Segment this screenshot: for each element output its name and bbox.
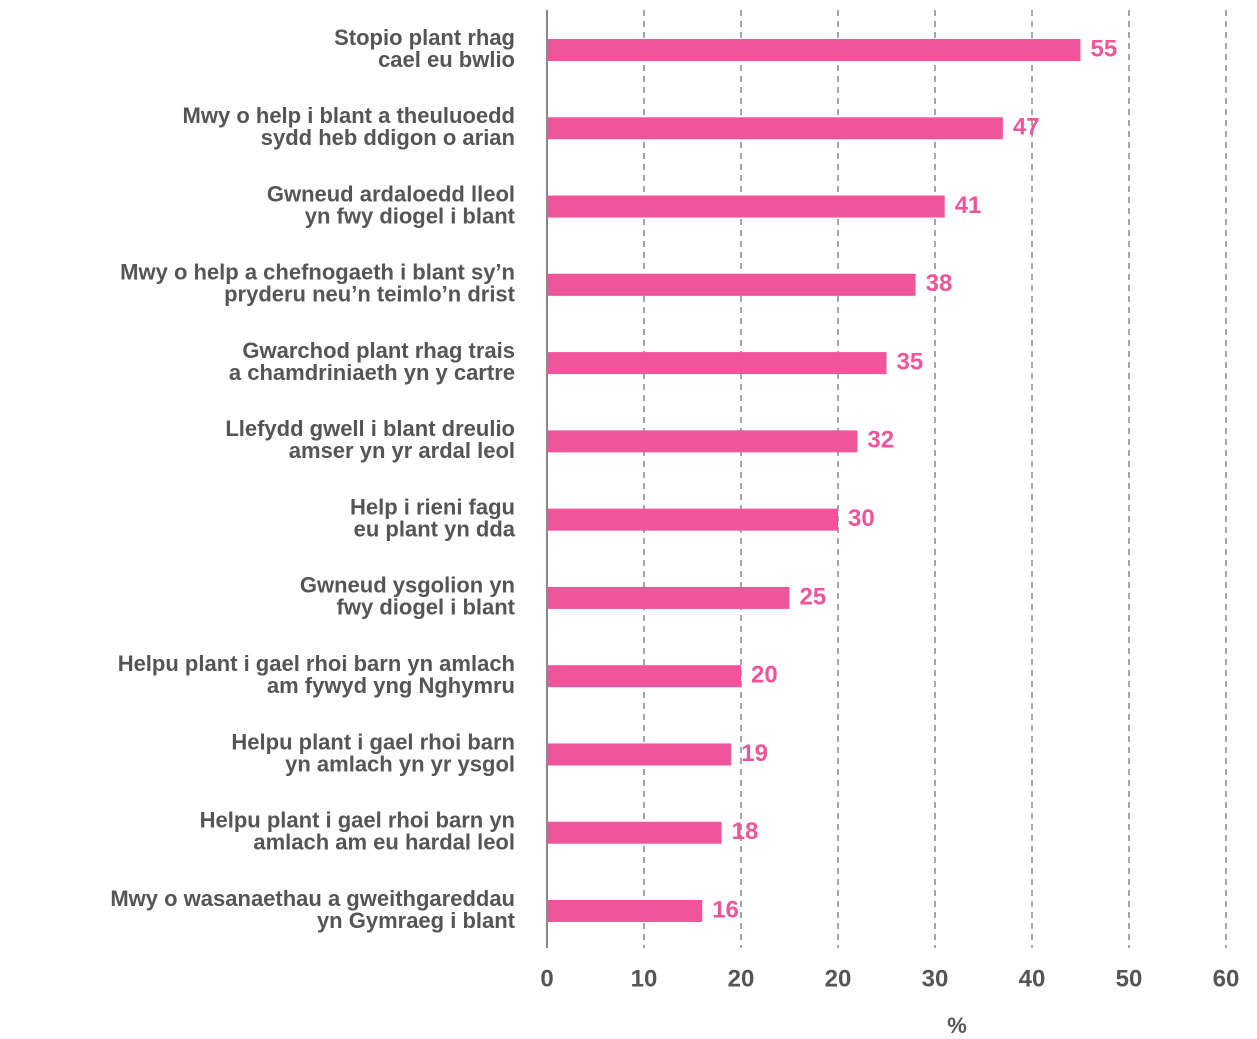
bar	[547, 508, 838, 531]
data-label: 20	[751, 662, 778, 689]
x-tick-label: 40	[1019, 965, 1046, 992]
category-label: Stopio plant rhag	[334, 25, 515, 50]
data-label: 32	[867, 427, 894, 454]
bar	[547, 195, 945, 218]
bar	[547, 352, 887, 375]
category-label: yn Gymraeg i blant	[317, 908, 516, 933]
data-label: 38	[926, 270, 953, 297]
category-label: Llefydd gwell i blant dreulio	[225, 416, 515, 441]
bar	[547, 39, 1081, 61]
bar	[547, 430, 858, 453]
x-axis-label: %	[947, 1013, 967, 1038]
category-label: Mwy o help i blant a theuluoedd	[183, 103, 515, 128]
category-label: Mwy o help a chefnogaeth i blant sy’n	[120, 260, 515, 285]
bar	[547, 586, 790, 609]
category-label: a chamdriniaeth yn y cartre	[229, 360, 515, 385]
data-label: 35	[897, 348, 924, 375]
x-tick-label: 30	[922, 965, 949, 992]
category-label: Gwarchod plant rhag trais	[242, 338, 515, 363]
category-label: yn fwy diogel i blant	[305, 203, 516, 228]
data-label: 25	[800, 583, 827, 610]
category-label: Gwneud ysgolion yn	[300, 573, 515, 598]
bar	[547, 117, 1003, 140]
bar	[547, 900, 703, 922]
bar	[547, 273, 916, 296]
category-label: amser yn yr ardal leol	[289, 438, 515, 463]
category-label: Gwneud ardaloedd lleol	[267, 181, 515, 206]
x-tick-label: 20	[728, 965, 755, 992]
category-label: eu plant yn dda	[354, 516, 516, 541]
category-label: Helpu plant i gael rhoi barn yn amlach	[118, 651, 515, 676]
data-label: 16	[712, 896, 739, 923]
data-label: 30	[848, 505, 875, 532]
data-label: 18	[732, 818, 759, 845]
data-label: 47	[1013, 114, 1040, 141]
category-label: sydd heb ddigon o arian	[261, 125, 515, 150]
data-label: 55	[1091, 35, 1118, 62]
category-label: fwy diogel i blant	[337, 595, 516, 620]
data-label: 19	[741, 740, 768, 767]
x-tick-label: 50	[1116, 965, 1143, 992]
category-label: cael eu bwlio	[378, 47, 515, 72]
bar	[547, 743, 732, 766]
bar	[547, 665, 741, 688]
category-label: am fywyd yng Nghymru	[267, 673, 515, 698]
category-label: yn amlach yn yr ysgol	[285, 751, 515, 776]
bar	[547, 821, 722, 844]
x-tick-label: 10	[631, 965, 658, 992]
x-tick-label: 60	[1213, 965, 1240, 992]
category-label: Mwy o wasanaethau a gweithgareddau	[110, 886, 515, 911]
category-label: Help i rieni fagu	[350, 494, 515, 519]
category-label: Helpu plant i gael rhoi barn	[231, 729, 515, 754]
category-label: Helpu plant i gael rhoi barn yn	[200, 808, 515, 833]
x-tick-label: 0	[540, 965, 553, 992]
category-label: pryderu neu’n teimlo’n drist	[224, 282, 516, 307]
x-tick-label: 20	[825, 965, 852, 992]
data-label: 41	[955, 192, 982, 219]
category-label: amlach am eu hardal leol	[253, 830, 515, 855]
